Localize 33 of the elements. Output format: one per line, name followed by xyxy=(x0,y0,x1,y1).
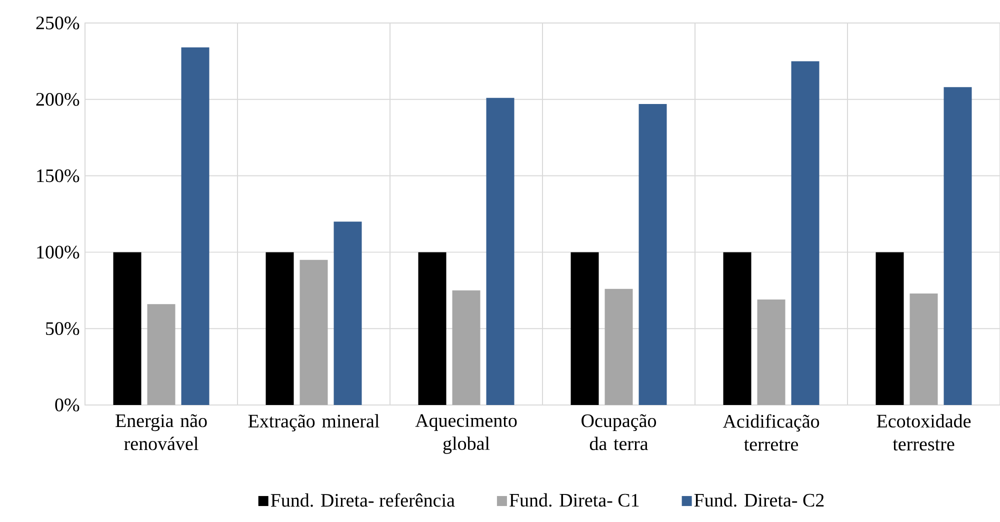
legend-label: Fund. Direta- referência xyxy=(270,493,455,507)
bar xyxy=(876,252,904,405)
bar xyxy=(791,61,820,405)
y-tick-label: 100% xyxy=(37,246,80,259)
x-tick-label: Extração mineral xyxy=(248,414,380,432)
bar xyxy=(334,222,362,405)
bar xyxy=(113,252,142,405)
bar xyxy=(944,87,972,405)
bar xyxy=(418,252,446,405)
bar xyxy=(757,300,786,405)
x-tick-label: Ecotoxidade terrestre xyxy=(876,414,971,451)
bar xyxy=(638,104,667,405)
x-tick-label: Aquecimento global xyxy=(415,414,517,454)
bar xyxy=(910,293,938,405)
bar xyxy=(181,47,210,405)
bar xyxy=(570,252,599,405)
bar xyxy=(266,252,294,405)
bar xyxy=(452,290,480,405)
x-tick-label: Acidificação terretre xyxy=(722,414,820,451)
legend-label: Fund. Direta- C2 xyxy=(694,493,824,507)
legend-label: Fund. Direta- C1 xyxy=(509,493,639,507)
bar xyxy=(604,288,633,405)
y-tick-label: 0% xyxy=(55,398,80,412)
y-tick-label: 50% xyxy=(46,322,80,336)
bar xyxy=(486,98,514,405)
bar xyxy=(723,252,752,405)
y-tick-label: 150% xyxy=(37,169,80,182)
x-tick-label: Energia não renovável xyxy=(116,414,207,450)
bar xyxy=(147,304,176,405)
x-tick-label: Ocupação da terra xyxy=(582,414,656,450)
y-tick-label: 200% xyxy=(36,92,80,106)
y-tick-label: 250% xyxy=(36,16,80,30)
bar xyxy=(300,260,328,405)
